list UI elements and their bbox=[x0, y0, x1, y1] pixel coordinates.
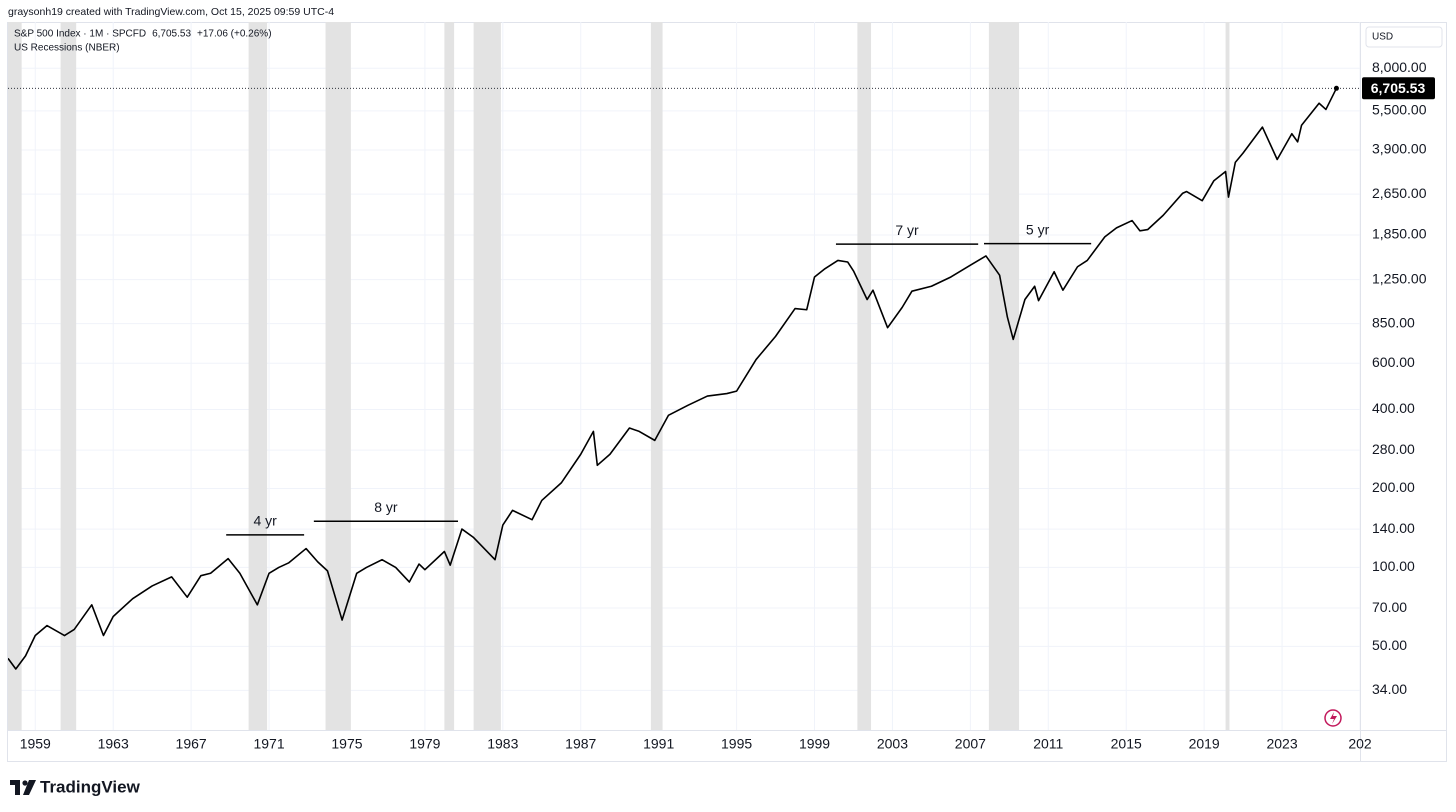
last-price-label: 6,705.53 bbox=[1371, 80, 1426, 96]
price-line bbox=[8, 87, 1338, 670]
recession-band bbox=[248, 22, 268, 730]
chart-border bbox=[7, 22, 1447, 762]
last-price-dot bbox=[1333, 85, 1339, 91]
x-tick-label: 1975 bbox=[331, 736, 362, 752]
annotation-label: 4 yr bbox=[253, 513, 277, 529]
x-tick-label: 1987 bbox=[565, 736, 596, 752]
x-tick-label: 1991 bbox=[643, 736, 674, 752]
x-tick-label: 1999 bbox=[799, 736, 830, 752]
recession-band bbox=[60, 22, 77, 730]
annotation-label: 8 yr bbox=[374, 499, 398, 515]
y-tick-label: 140.00 bbox=[1372, 520, 1415, 536]
annotation-label: 7 yr bbox=[895, 222, 919, 238]
flash-icon-bolt bbox=[1330, 712, 1337, 724]
price: 6,705.53 bbox=[152, 29, 191, 40]
recession-band bbox=[988, 22, 1020, 730]
y-tick-label: 5,500.00 bbox=[1372, 102, 1427, 118]
credit: graysonh19 created with TradingView.com,… bbox=[8, 6, 334, 18]
recession-band bbox=[473, 22, 501, 730]
y-tick-label: 1,250.00 bbox=[1372, 270, 1427, 286]
annotation-label: 5 yr bbox=[1026, 221, 1050, 237]
y-tick-label: 50.00 bbox=[1372, 637, 1407, 653]
x-tick-label: 2023 bbox=[1266, 736, 1297, 752]
plot-area: 4 yr 8 yr 7 yr 5 yr bbox=[8, 22, 1360, 730]
change: +17.06 (+0.26%) bbox=[197, 29, 272, 40]
recession-band bbox=[325, 22, 351, 730]
y-tick-label: 600.00 bbox=[1372, 354, 1415, 370]
x-tick-label: 1979 bbox=[409, 736, 440, 752]
recession-band bbox=[8, 22, 22, 730]
x-tick-label: 1959 bbox=[20, 736, 51, 752]
y-tick-label: 400.00 bbox=[1372, 400, 1415, 416]
y-tick-label: 1,850.00 bbox=[1372, 226, 1427, 242]
x-tick-label: 1971 bbox=[253, 736, 284, 752]
recession-band bbox=[1225, 22, 1230, 730]
last-price-box bbox=[1362, 77, 1435, 100]
y-tick-label: 200.00 bbox=[1372, 479, 1415, 495]
x-tick-label: 1983 bbox=[487, 736, 518, 752]
y-tick-label: 8,000.00 bbox=[1372, 59, 1427, 75]
x-tick-label: 2011 bbox=[1033, 736, 1063, 752]
legend-recessions: US Recessions (NBER) bbox=[14, 43, 120, 54]
y-tick-label: 280.00 bbox=[1372, 441, 1415, 457]
y-tick-label: 34.00 bbox=[1372, 681, 1407, 697]
y-tick-label: 100.00 bbox=[1372, 558, 1415, 574]
y-tick-label: 3,900.00 bbox=[1372, 141, 1427, 157]
recession-band bbox=[650, 22, 663, 730]
brand-logo bbox=[10, 780, 36, 795]
recession-band bbox=[444, 22, 455, 730]
x-tick-label: 2019 bbox=[1189, 736, 1220, 752]
axes: 34.00 50.00 70.00 100.00 140.00 200.00 280.00 4… bbox=[20, 59, 1435, 752]
currency[interactable]: USD bbox=[1372, 32, 1393, 43]
x-tick-label: 1995 bbox=[721, 736, 752, 752]
currency-box[interactable] bbox=[1365, 26, 1443, 48]
y-tick-label: 850.00 bbox=[1372, 314, 1415, 330]
flash-icon[interactable] bbox=[1324, 709, 1342, 727]
y-tick-label: 70.00 bbox=[1372, 599, 1407, 615]
x-tick-label: 1967 bbox=[176, 736, 207, 752]
recession-band bbox=[857, 22, 872, 730]
x-tick-label: 2003 bbox=[877, 736, 908, 752]
x-tick-label: 1963 bbox=[98, 736, 129, 752]
x-tick-label: 202 bbox=[1348, 736, 1372, 752]
symbol: S&P 500 Index · 1M · SPCFD bbox=[14, 29, 146, 40]
y-tick-label: 2,650.00 bbox=[1372, 185, 1427, 201]
x-tick-label: 2007 bbox=[955, 736, 986, 752]
x-tick-label: 2015 bbox=[1111, 736, 1142, 752]
brand: TradingView bbox=[40, 777, 141, 796]
